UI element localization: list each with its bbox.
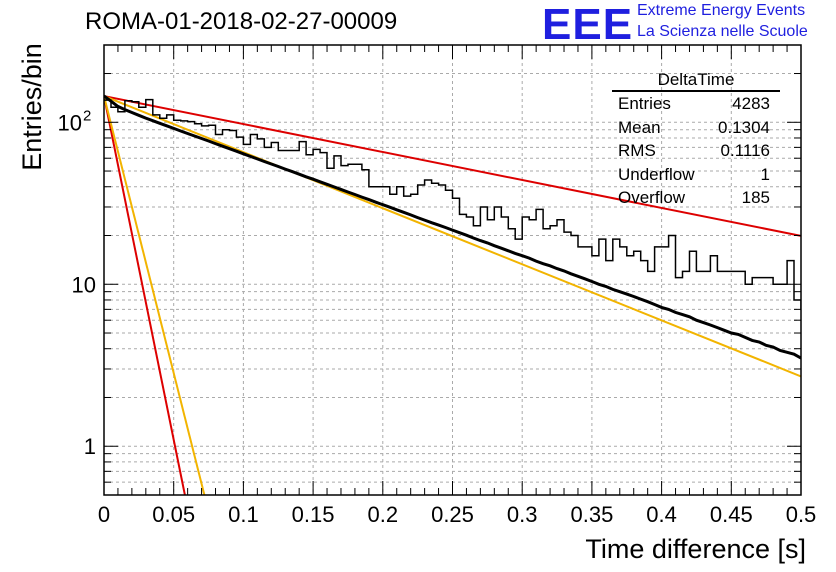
x-tick-label: 0.3 bbox=[507, 502, 538, 527]
stats-label: RMS bbox=[618, 141, 656, 160]
stats-value: 0.1116 bbox=[720, 141, 770, 160]
stats-label: Overflow bbox=[618, 188, 686, 207]
chart-title: ROMA-01-2018-02-27-00009 bbox=[85, 8, 398, 35]
stats-value: 0.1304 bbox=[718, 117, 770, 137]
x-tick-label: 0.05 bbox=[152, 502, 195, 527]
stats-row-entries: Entries 4283 bbox=[612, 92, 780, 116]
reference-line bbox=[104, 95, 186, 495]
y-axis-label: Entries/bin bbox=[17, 43, 47, 171]
x-tick-label: 0.45 bbox=[710, 502, 753, 527]
x-tick-label: 0 bbox=[98, 502, 110, 527]
stats-row-mean: Mean 0.1304 bbox=[612, 116, 780, 140]
stats-value: 4283 bbox=[732, 94, 770, 113]
stats-title: DeltaTime bbox=[612, 70, 780, 92]
stats-row-overflow: Overflow 185 bbox=[612, 186, 780, 210]
stats-row-underflow: Underflow 1 bbox=[612, 163, 780, 187]
plot-lines bbox=[104, 94, 801, 495]
reference-line bbox=[104, 95, 801, 378]
stats-box: DeltaTime Entries 4283 Mean 0.1304 RMS 0… bbox=[612, 70, 780, 210]
stats-label: Mean bbox=[618, 117, 661, 137]
stats-row-rms: RMS 0.1116 bbox=[612, 139, 780, 163]
fit-curve bbox=[104, 94, 801, 360]
x-axis-label: Time difference [s] bbox=[585, 534, 806, 564]
x-tick-label: 0.4 bbox=[646, 502, 677, 527]
x-tick-label: 0.25 bbox=[431, 502, 474, 527]
stats-value: 185 bbox=[741, 188, 770, 207]
eee-logo: EEE bbox=[542, 0, 634, 49]
y-tick-label: 1 bbox=[84, 434, 96, 459]
x-tick-label: 0.35 bbox=[570, 502, 613, 527]
stats-value: 1 bbox=[760, 164, 770, 184]
x-tick-label: 0.5 bbox=[786, 502, 817, 527]
y-tick-label: 10 bbox=[72, 272, 96, 297]
histogram-series bbox=[104, 98, 801, 311]
y-tick-label: 10 bbox=[58, 110, 82, 135]
reference-line bbox=[104, 95, 801, 237]
x-tick-label: 0.2 bbox=[368, 502, 399, 527]
stats-label: Underflow bbox=[618, 164, 695, 184]
eee-tagline-2: La Scienza nelle Scuole bbox=[637, 23, 808, 40]
x-tick-label: 0.15 bbox=[292, 502, 335, 527]
eee-tagline-1: Extreme Energy Events bbox=[637, 2, 806, 19]
y-tick-label-exponent: 2 bbox=[83, 107, 91, 124]
reference-line bbox=[104, 95, 206, 495]
stats-label: Entries bbox=[618, 94, 671, 113]
x-tick-label: 0.1 bbox=[228, 502, 259, 527]
